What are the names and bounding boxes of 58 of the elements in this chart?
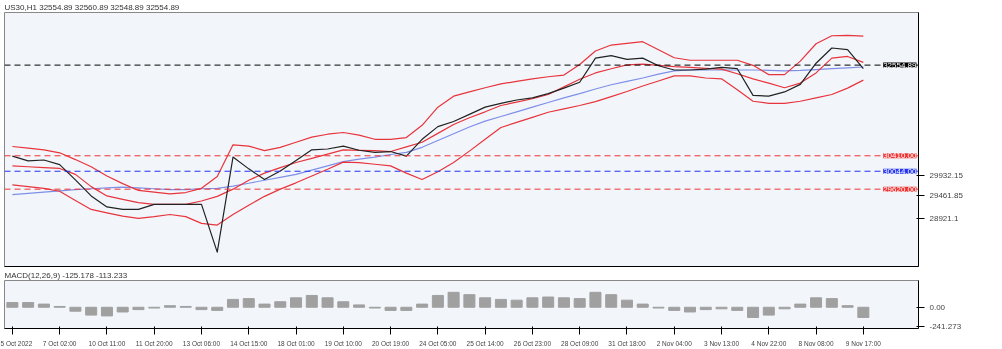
bar <box>557 297 570 308</box>
ref-line-label: 29620.00 <box>883 184 918 194</box>
bar <box>605 294 618 308</box>
y-tick-label: 0.00 <box>929 302 946 312</box>
y-tick-label: 29932.15 <box>929 171 964 181</box>
bar <box>226 298 240 308</box>
bar <box>116 306 129 313</box>
bar <box>810 297 823 308</box>
bar <box>258 303 271 308</box>
bar <box>699 306 712 311</box>
bar <box>37 303 50 308</box>
bar <box>447 291 460 308</box>
bar <box>479 297 492 308</box>
bar <box>132 306 145 311</box>
bar <box>100 306 113 317</box>
ref-line-label: 30044.00 <box>883 166 918 176</box>
bar <box>305 294 318 308</box>
bar <box>69 306 82 312</box>
chart-title: US30,H1 32554.89 32560.89 32548.89 32554.89 <box>4 3 180 12</box>
bar <box>526 297 539 308</box>
bar <box>337 301 350 308</box>
bar <box>589 291 602 308</box>
bar <box>274 301 287 308</box>
bar <box>683 306 697 313</box>
y-tick-label: -241.273 <box>929 321 962 331</box>
bar <box>353 304 366 308</box>
bar <box>573 298 586 308</box>
bar <box>857 306 870 318</box>
bar <box>384 306 397 311</box>
bar <box>620 299 633 308</box>
line-series <box>11 47 864 253</box>
bar <box>510 299 523 308</box>
bar <box>463 294 476 308</box>
bar <box>825 298 838 308</box>
bar <box>731 306 744 311</box>
bar <box>6 302 19 308</box>
bar <box>762 306 775 316</box>
bar <box>431 294 444 308</box>
bar <box>794 303 807 308</box>
bar <box>290 297 303 308</box>
bar <box>636 303 649 308</box>
bar <box>195 306 208 311</box>
bar <box>747 306 760 318</box>
bar <box>400 306 413 311</box>
y-tick-label: 28921.1 <box>929 214 959 224</box>
bar <box>211 306 224 311</box>
bar <box>242 298 255 308</box>
bar <box>542 296 555 308</box>
chart-title: MACD(12,26,9) -125.178 -113.233 <box>4 271 128 280</box>
bar <box>416 303 429 308</box>
ref-line-label: 30410.00 <box>883 151 918 161</box>
ref-line-label: 32554.89 <box>883 60 918 70</box>
bar <box>494 298 507 308</box>
bar <box>321 297 334 308</box>
bar <box>668 306 681 311</box>
y-tick-label: 29461.85 <box>929 191 964 201</box>
bar <box>85 306 98 316</box>
bar <box>22 302 35 308</box>
